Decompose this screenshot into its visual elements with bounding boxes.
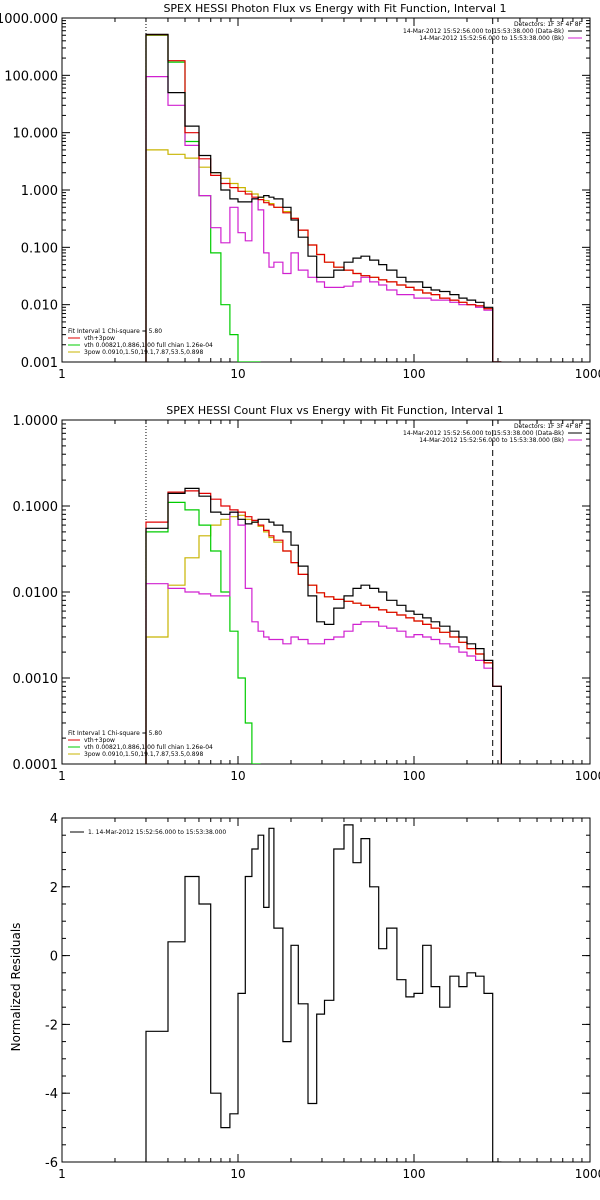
series-line [145,487,502,764]
y-tick-label: 0.0010 [13,672,59,687]
x-tick-label: 10 [230,769,245,783]
legend-entry: 14-Mar-2012 15:52:56.000 to 15:53:38.000… [419,35,564,42]
y-tick-label: 1.0000 [13,414,59,429]
x-tick-label: 100 [403,1167,426,1181]
y-tick-label: 0 [50,950,58,965]
legend-entry: vth 0.00821,0.886,1.00 full chian 1.26e-… [84,744,213,751]
x-tick-label: 1000 [575,769,600,783]
y-tick-label: 4 [50,812,58,827]
y-tick-label: 0.1000 [13,500,59,515]
x-tick-label: 1 [58,1167,66,1181]
photon-flux-plot-layer: 1 10 100 1000 0.001 0.010 0.100 1.000 10.000 100.… [0,12,600,381]
count-flux-title: SPEX HESSI Count Flux vs Energy with Fit… [166,404,503,417]
series-line [145,490,502,764]
y-tick-label: -4 [45,1087,58,1102]
y-tick-label: 0.0001 [13,758,59,773]
legend-entry: vth+3pow [84,737,115,744]
legend-entry: vth 0.00821,0.886,1.00 full chian 1.26e-… [84,342,213,349]
legend-entry: 14-Mar-2012 15:52:56.000 to 15:53:38.000… [419,437,564,444]
y-tick-label: 0.100 [21,241,58,256]
legend-entry: Fit Interval 1 Chi-square = 5.80 [68,730,162,737]
photon-flux-panel: SPEX HESSI Photon Flux vs Energy with Fi… [0,2,600,381]
residuals-panel: Normalized Residuals 1 10 100 1000 -6 -4 -2 0 2 4… [9,812,600,1181]
legend-entry: 3pow 0.0910,1.50,19.1,7.87,53.5,0.898 [84,751,203,758]
legend-entry: Detectors: 1F 3F 4F 8F [514,21,583,28]
series-line [145,76,502,362]
legend-entry: 3pow 0.0910,1.50,19.1,7.87,53.5,0.898 [84,349,203,356]
series-line [145,824,502,1162]
y-tick-label: 1.000 [21,184,58,199]
y-tick-label: 0.010 [21,299,58,314]
legend-entry: Fit Interval 1 Chi-square = 5.80 [68,328,162,335]
x-tick-label: 1 [58,769,66,783]
series-line [145,501,261,764]
x-tick-label: 1000 [575,1167,600,1181]
x-tick-label: 10 [230,367,245,381]
x-tick-label: 100 [403,367,426,381]
x-tick-label: 1 [58,367,66,381]
photon-flux-title: SPEX HESSI Photon Flux vs Energy with Fi… [163,2,506,15]
residuals-ylabel: Normalized Residuals [9,923,23,1052]
y-tick-label: 10.000 [13,127,59,142]
legend-entry: vth+3pow [84,335,115,342]
series-line [145,34,502,362]
legend-entry: 14-Mar-2012 15:52:56.000 to 15:53:38.000… [403,430,564,437]
count-flux-panel: SPEX HESSI Count Flux vs Energy with Fit… [13,404,600,783]
legend-entry: 14-Mar-2012 15:52:56.000 to 15:53:38.000… [403,28,564,35]
series-line [145,33,502,362]
y-tick-label: 0.0100 [13,586,59,601]
y-tick-label: -6 [45,1156,58,1171]
y-tick-label: 2 [50,881,58,896]
legend-entry: 1. 14-Mar-2012 15:52:56.000 to 15:53:38.… [88,829,226,836]
y-tick-label: -2 [45,1018,58,1033]
y-tick-label: 100.000 [4,69,58,84]
x-tick-label: 100 [403,769,426,783]
count-flux-plot-layer: 1 10 100 1000 0.0001 0.0010 0.0100 0.1000 1.0000… [13,414,600,783]
x-tick-label: 10 [230,1167,245,1181]
residuals-plot-layer: 1 10 100 1000 -6 -4 -2 0 2 4 1. 14-Mar-2012 15:52:… [45,812,600,1181]
y-tick-label: 0.001 [21,356,58,371]
legend-entry: Detectors: 1F 3F 4F 8F [514,423,583,430]
y-tick-label: 1000.000 [0,12,58,27]
x-tick-label: 1000 [575,367,600,381]
